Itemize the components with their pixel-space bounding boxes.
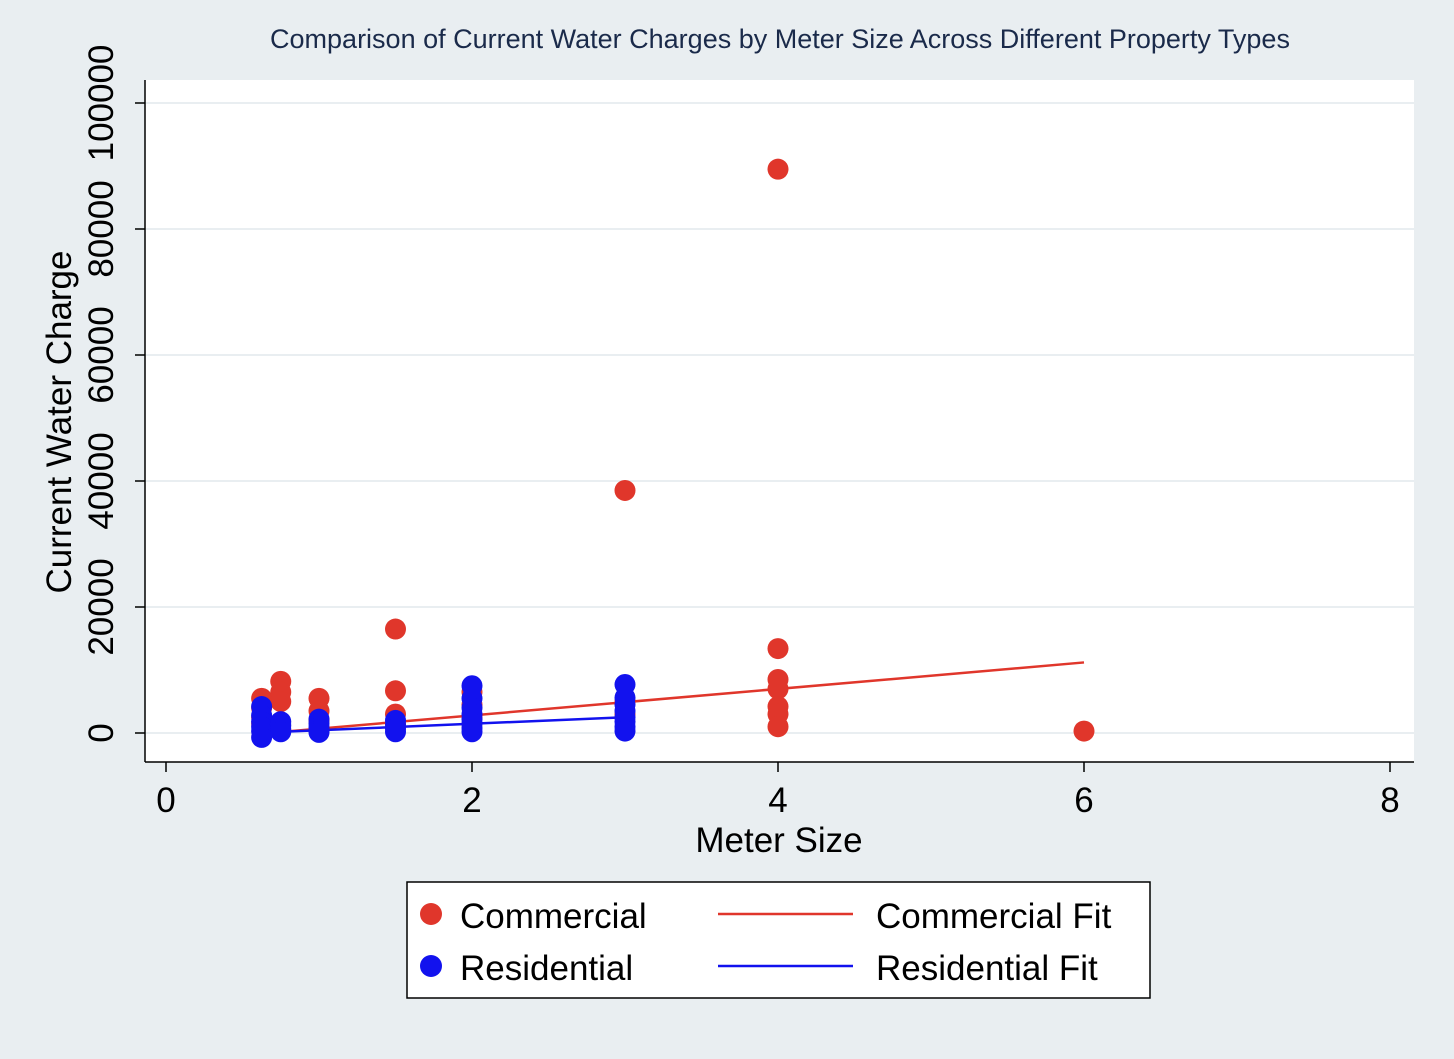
- legend-marker-commercial: [420, 903, 442, 925]
- residential-point: [308, 721, 330, 743]
- data-points: [251, 158, 1095, 748]
- legend: Commercial Residential Commercial Fit Re…: [406, 881, 1151, 999]
- legend-label-residential-fit: Residential Fit: [876, 949, 1098, 988]
- y-tick-label: 40000: [82, 432, 121, 529]
- x-tick-label: 4: [768, 781, 787, 820]
- legend-label-commercial: Commercial: [460, 897, 647, 936]
- x-tick-label: 6: [1074, 781, 1093, 820]
- residential-point: [461, 721, 483, 743]
- gridlines: [145, 102, 1414, 734]
- commercial-point: [385, 680, 406, 702]
- y-axis-label: Current Water Charge: [40, 251, 79, 594]
- x-tick-label: 2: [462, 781, 481, 820]
- commercial-point: [1073, 720, 1095, 742]
- commercial-point: [385, 618, 406, 640]
- y-tick-label: 80000: [82, 180, 121, 277]
- legend-label-commercial-fit: Commercial Fit: [876, 897, 1112, 936]
- ticks: 0 20000 40000 60000 80000 100000 0 2 4 6 8: [82, 45, 1400, 820]
- legend-label-residential: Residential: [460, 949, 633, 988]
- commercial-point: [767, 638, 789, 660]
- plot-area: [145, 80, 1414, 762]
- x-axis-label: Meter Size: [695, 821, 862, 860]
- x-tick-label: 8: [1380, 781, 1399, 820]
- commercial-point: [614, 479, 636, 501]
- commercial-point: [767, 158, 789, 180]
- legend-box: [406, 881, 1151, 999]
- legend-marker-residential: [420, 955, 442, 977]
- residential-point: [614, 720, 636, 742]
- residential-point: [385, 721, 406, 743]
- residential-point: [270, 721, 292, 743]
- y-tick-label: 100000: [82, 45, 121, 162]
- commercial-point: [270, 691, 292, 712]
- x-tick-label: 0: [156, 781, 175, 820]
- chart-title: Comparison of Current Water Charges by M…: [270, 24, 1290, 54]
- commercial-point: [767, 678, 789, 700]
- residential-point: [251, 726, 273, 748]
- y-tick-label: 60000: [82, 306, 121, 403]
- y-tick-label: 20000: [82, 558, 121, 655]
- commercial-point: [767, 716, 789, 738]
- axes: [144, 80, 1414, 763]
- y-tick-label: 0: [82, 723, 121, 742]
